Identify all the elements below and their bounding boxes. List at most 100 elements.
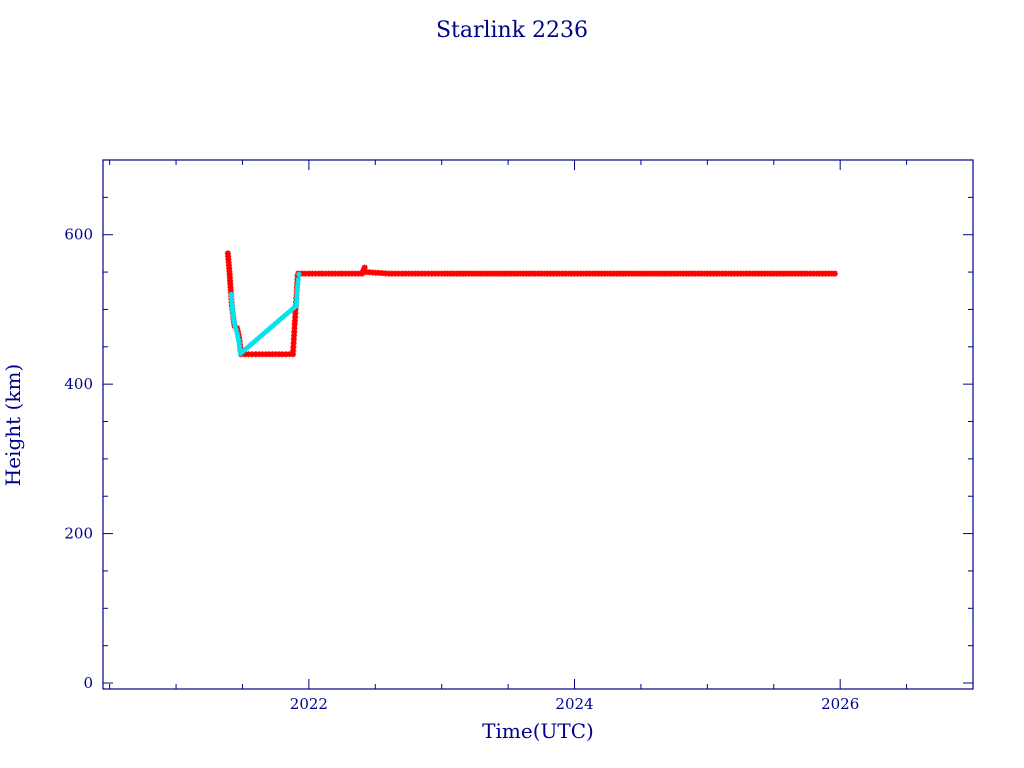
data-point	[441, 270, 448, 277]
data-point	[707, 270, 714, 277]
y-tick-label: 0	[83, 674, 93, 692]
data-point	[474, 270, 481, 277]
data-point	[289, 351, 296, 358]
data-point	[465, 270, 472, 277]
data-point	[592, 270, 599, 277]
data-point	[295, 280, 301, 286]
data-point	[616, 270, 623, 277]
data-point	[226, 271, 233, 278]
plot-frame	[102, 159, 974, 690]
data-point	[294, 291, 300, 298]
data-point	[752, 270, 759, 277]
data-point	[749, 270, 756, 277]
data-point	[565, 270, 572, 277]
data-point	[631, 270, 638, 277]
data-point	[266, 351, 273, 358]
data-point	[628, 270, 635, 277]
data-point	[227, 284, 234, 291]
data-point	[502, 270, 509, 277]
data-point	[329, 270, 336, 277]
data-point	[272, 351, 279, 358]
data-point	[456, 270, 463, 277]
data-point	[619, 270, 626, 277]
data-point	[728, 270, 735, 277]
data-point	[366, 269, 373, 276]
data-point	[487, 270, 494, 277]
data-point	[227, 277, 234, 284]
data-point	[698, 270, 705, 277]
data-point	[634, 270, 641, 277]
data-point	[319, 270, 326, 277]
data-point	[508, 270, 515, 277]
data-point	[625, 270, 632, 277]
data-point	[789, 270, 796, 277]
data-point	[535, 270, 542, 277]
data-point	[295, 276, 301, 283]
data-point	[668, 270, 675, 277]
data-point	[241, 351, 248, 358]
data-point	[499, 270, 506, 277]
data-point	[293, 299, 300, 305]
x-axis-label: Time(UTC)	[482, 719, 594, 743]
data-point	[422, 270, 429, 277]
data-point	[831, 270, 838, 277]
data-point	[415, 270, 422, 277]
data-point	[405, 270, 412, 277]
data-point	[279, 351, 286, 358]
data-point	[375, 269, 382, 276]
data-point	[782, 270, 789, 277]
data-point	[290, 340, 297, 347]
data-point	[734, 270, 741, 277]
data-point	[252, 351, 259, 358]
data-point	[432, 270, 439, 277]
data-point	[547, 270, 554, 277]
data-point	[553, 270, 560, 277]
series-1	[224, 250, 838, 358]
data-point	[580, 270, 587, 277]
data-point	[559, 270, 566, 277]
data-point	[825, 270, 832, 277]
data-point	[813, 270, 820, 277]
data-point	[650, 270, 657, 277]
axis-tick-labels: 2022 2024 2026 0 200 400 600	[64, 226, 859, 713]
data-point	[290, 347, 297, 354]
data-point	[725, 270, 732, 277]
data-point	[637, 270, 644, 277]
data-point	[408, 270, 415, 277]
data-point	[335, 270, 342, 277]
data-point	[577, 270, 584, 277]
data-point	[764, 270, 771, 277]
data-point	[256, 351, 263, 358]
data-point	[716, 270, 723, 277]
data-point	[395, 270, 402, 277]
data-point	[349, 270, 356, 277]
data-point	[483, 270, 490, 277]
data-point	[662, 270, 669, 277]
data-point	[514, 270, 521, 277]
data-point	[438, 270, 445, 277]
data-point	[412, 270, 419, 277]
data-point	[689, 270, 696, 277]
y-axis-label: Height (km)	[1, 364, 25, 486]
data-point	[315, 270, 322, 277]
x-tick-label: 2024	[555, 695, 593, 713]
data-point	[447, 270, 454, 277]
data-point	[776, 270, 783, 277]
data-point	[526, 270, 533, 277]
data-point	[574, 270, 581, 277]
data-point	[556, 270, 563, 277]
data-point	[767, 270, 774, 277]
data-point	[680, 270, 687, 277]
data-point	[226, 274, 233, 281]
data-point	[505, 270, 512, 277]
data-point	[477, 270, 484, 277]
data-point	[379, 270, 386, 277]
data-point	[309, 270, 316, 277]
data-point	[761, 270, 768, 277]
data-point	[568, 270, 575, 277]
data-point	[610, 270, 617, 277]
x-tick-label: 2026	[821, 695, 859, 713]
data-point	[523, 270, 530, 277]
data-point	[586, 270, 593, 277]
data-point	[359, 270, 366, 277]
